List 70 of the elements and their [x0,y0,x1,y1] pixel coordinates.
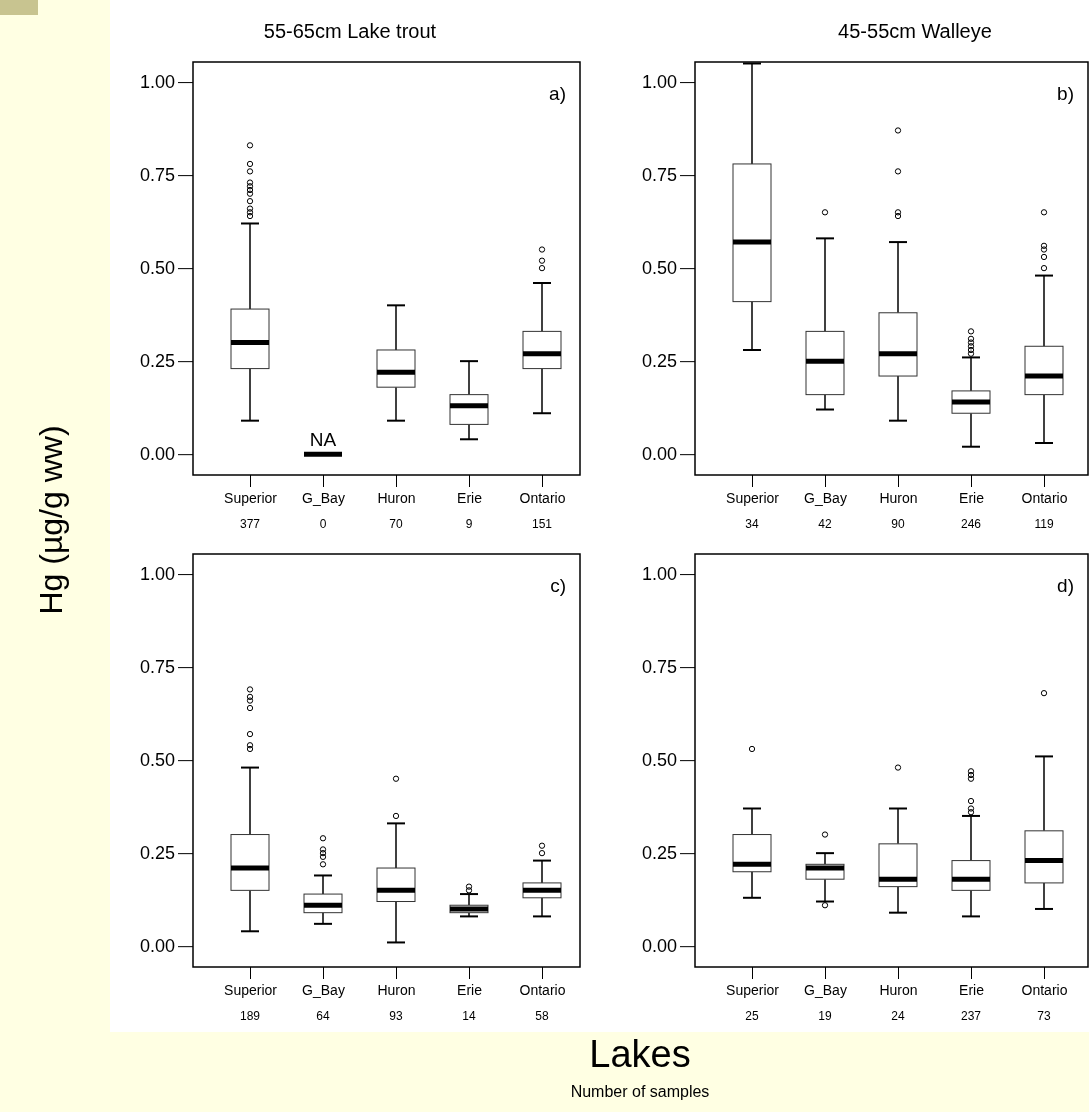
annotation: d) [1057,575,1074,596]
y-tick-label: 0.50 [641,750,677,771]
x-tick-label: G_Bay [302,981,345,998]
text: 24 [891,1009,905,1023]
x-tick-label: Superior [726,489,780,506]
y-tick-label: 0.00 [641,936,677,957]
x-tick-label: Erie [457,981,483,998]
text: 42 [818,517,832,531]
x-tick-label: Superior [224,981,278,998]
text: 14 [462,1009,476,1023]
text: 90 [891,517,905,531]
y-tick-label: 1.00 [139,72,175,93]
annotation: a) [549,83,566,104]
x-tick-label: Huron [879,489,918,506]
text: 93 [389,1009,403,1023]
text: 119 [1034,517,1054,531]
annotation: c) [550,575,566,596]
text: 34 [745,517,759,531]
x-tick-label: Ontario [1021,981,1068,998]
text: 246 [960,517,982,531]
text: 151 [531,517,553,531]
y-tick-label: 0.50 [139,750,175,771]
text: 189 [239,1009,261,1023]
x-tick-label: Erie [959,489,985,506]
x-tick-label: G_Bay [804,981,847,998]
text: 19 [818,1009,832,1023]
x-tick-label: Huron [377,489,416,506]
text: Number of samples [570,1083,710,1100]
text: 25 [745,1009,759,1023]
y-tick-label: 0.75 [139,657,175,678]
text: 70 [389,517,403,531]
text: 9 [465,517,473,531]
y-tick-label: 1.00 [139,564,175,585]
annotation: NA [309,429,337,451]
text: 237 [960,1009,982,1023]
x-tick-label: Huron [377,981,416,998]
y-tick-label: 0.25 [139,843,175,864]
x-tick-label: Ontario [519,489,566,506]
y-tick-label: 0.00 [139,936,175,957]
x-tick-label: Erie [457,489,483,506]
text: 73 [1037,1009,1051,1023]
y-tick-label: 0.75 [641,165,677,186]
text: 0 [319,517,327,531]
annotation: b) [1057,83,1074,104]
y-tick-label: 0.25 [139,351,175,372]
x-tick-label: Huron [879,981,918,998]
y-tick-label: 0.00 [139,444,175,465]
text: 377 [239,517,261,531]
x-tick-label: Superior [726,981,780,998]
chart-title: 55-65cm Lake trout [263,20,437,42]
y-tick-label: 0.25 [641,843,677,864]
text: 58 [535,1009,549,1023]
y-axis-title: Hg (µg/g ww) [33,425,69,615]
y-tick-label: 1.00 [641,564,677,585]
y-tick-label: 0.75 [641,657,677,678]
x-tick-label: G_Bay [804,489,847,506]
y-tick-label: 0.00 [641,444,677,465]
y-tick-label: 0.50 [641,258,677,279]
x-tick-label: Superior [224,489,278,506]
x-tick-label: G_Bay [302,489,345,506]
x-axis-title: Lakes [589,1033,691,1075]
x-tick-label: Ontario [1021,489,1068,506]
y-tick-label: 0.75 [139,165,175,186]
x-tick-label: Erie [959,981,985,998]
x-tick-label: Ontario [519,981,566,998]
y-tick-label: 0.25 [641,351,677,372]
y-tick-label: 1.00 [641,72,677,93]
text: 64 [316,1009,330,1023]
y-tick-label: 0.50 [139,258,175,279]
chart-title: 45-55cm Walleye [838,20,992,42]
